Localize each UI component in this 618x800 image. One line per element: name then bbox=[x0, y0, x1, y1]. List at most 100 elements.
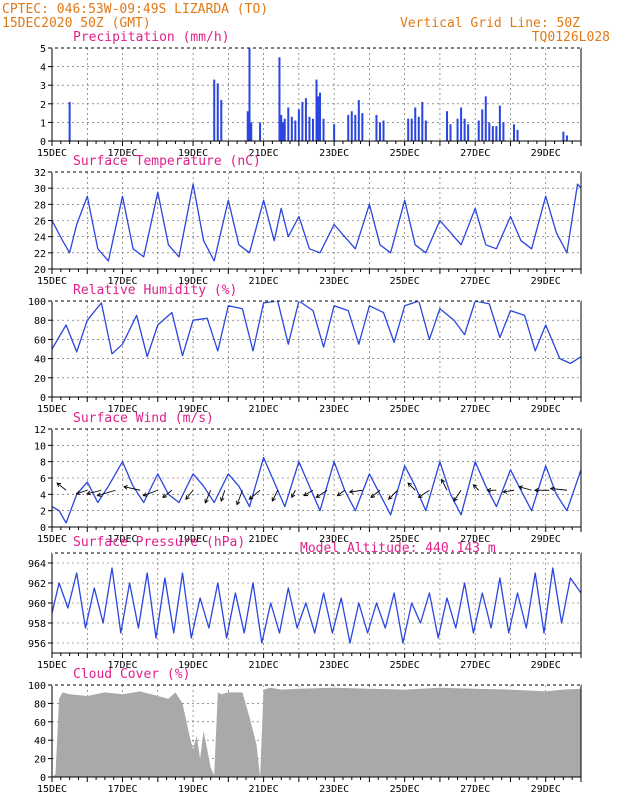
x-tick-label-29dec: 29DEC bbox=[531, 784, 561, 795]
precip-bar bbox=[317, 96, 320, 141]
x-tick-label-27dec: 27DEC bbox=[460, 784, 490, 795]
panel-frame bbox=[51, 171, 582, 270]
y-tick-label: 1 bbox=[40, 118, 46, 129]
panel-5: Cloud Cover (%) 0 20 40 60 80 100 15DEC 17DEC 19D… bbox=[28, 667, 582, 795]
precip-bar bbox=[445, 111, 448, 141]
wind-vector-head bbox=[549, 486, 555, 492]
panel-title: Surface Pressure (hPa) bbox=[73, 535, 245, 550]
y-tick-label: 0 bbox=[40, 523, 46, 534]
x-tick-label-19dec: 19DEC bbox=[178, 660, 208, 671]
y-tick-label: 12 bbox=[34, 425, 46, 436]
y-tick-label: 3 bbox=[40, 81, 46, 92]
precip-bar bbox=[449, 124, 452, 141]
precip-bar bbox=[421, 101, 424, 141]
x-tick-label-27dec: 27DEC bbox=[460, 660, 490, 671]
wind-vector-head bbox=[417, 493, 423, 498]
wind-vector-head bbox=[96, 492, 102, 497]
y-tick-label: 32 bbox=[34, 168, 46, 179]
precip-bar bbox=[495, 126, 498, 141]
wind-vector bbox=[518, 486, 532, 491]
precip-bar bbox=[246, 111, 249, 141]
precip-bar bbox=[311, 118, 314, 141]
y-tick-label: 60 bbox=[34, 718, 46, 729]
wind-vector-head bbox=[185, 495, 190, 500]
precip-bar bbox=[304, 98, 307, 141]
y-tick-label: 28 bbox=[34, 200, 46, 211]
wind-vector bbox=[204, 490, 212, 504]
y-tick-label: 2 bbox=[40, 507, 46, 518]
precip-bar bbox=[481, 109, 484, 141]
precip-bar bbox=[565, 135, 568, 141]
panel-title: Surface Temperature (nC) bbox=[73, 154, 261, 169]
wind-vector bbox=[473, 484, 480, 491]
x-tick-label-25dec: 25DEC bbox=[390, 534, 420, 545]
y-tick-label: 80 bbox=[34, 316, 46, 327]
precip-bar bbox=[68, 101, 71, 141]
wind-vector-head bbox=[486, 487, 492, 493]
wind-vector bbox=[349, 489, 363, 493]
panel-frame bbox=[51, 428, 582, 528]
y-tick-label: 6 bbox=[40, 474, 46, 485]
x-tick-label-15dec: 15DEC bbox=[37, 148, 67, 159]
precip-bar bbox=[414, 107, 417, 141]
wind-vector-head bbox=[407, 482, 413, 488]
x-tick-label-17dec: 17DEC bbox=[107, 660, 137, 671]
wind-vector-head bbox=[370, 493, 375, 499]
x-tick-label-17dec: 17DEC bbox=[107, 276, 137, 287]
panel-4: Surface Pressure (hPa) 956 958 960 962 964 15D… bbox=[28, 535, 582, 671]
precip-bar bbox=[290, 116, 293, 141]
wind-vector-head bbox=[518, 485, 524, 490]
precip-bar bbox=[333, 124, 336, 141]
x-tick-label-29dec: 29DEC bbox=[531, 534, 561, 545]
x-tick-label-29dec: 29DEC bbox=[531, 660, 561, 671]
precip-bar bbox=[361, 113, 364, 141]
precip-bar bbox=[322, 118, 325, 141]
cloud-cover-area bbox=[52, 687, 581, 777]
panel-2: Relative Humidity (%) 0 20 40 60 80 100 15DEC 17… bbox=[28, 283, 582, 415]
wind-vector-head bbox=[123, 485, 128, 490]
wind-vector-head bbox=[291, 493, 296, 499]
y-tick-label: 958 bbox=[28, 619, 46, 630]
y-tick-label: 40 bbox=[34, 355, 46, 366]
header-model-id: TQ0126L028 bbox=[532, 30, 610, 45]
panel-1: Surface Temperature (nC) 20 22 24 26 28 30 32 15… bbox=[34, 154, 582, 287]
wind-vector bbox=[503, 489, 515, 493]
wind-vector bbox=[370, 489, 381, 498]
y-tick-label: 2 bbox=[40, 100, 46, 111]
precip-bar bbox=[354, 114, 357, 141]
wind-vector-head bbox=[387, 495, 393, 500]
precip-bar bbox=[378, 122, 381, 141]
wind-vector bbox=[418, 489, 430, 498]
wind-vector bbox=[441, 479, 448, 491]
wind-vector-head bbox=[236, 500, 241, 506]
wind-vector bbox=[407, 482, 416, 491]
x-tick-label-21dec: 21DEC bbox=[249, 404, 279, 415]
precip-bar bbox=[347, 114, 350, 141]
x-tick-label-25dec: 25DEC bbox=[390, 660, 420, 671]
x-tick-label-17dec: 17DEC bbox=[107, 404, 137, 415]
precip-bar bbox=[407, 118, 410, 141]
y-tick-label: 956 bbox=[28, 639, 46, 650]
y-tick-label: 100 bbox=[28, 681, 46, 692]
precip-bar bbox=[424, 120, 427, 141]
panel-frame bbox=[51, 300, 582, 398]
header-station: CPTEC: 046:53W-09:49S LIZARDA (TO) bbox=[2, 2, 268, 17]
precip-bar bbox=[248, 48, 251, 141]
x-tick-label-23dec: 23DEC bbox=[319, 148, 349, 159]
x-tick-label-15dec: 15DEC bbox=[37, 784, 67, 795]
precip-bar bbox=[283, 118, 286, 141]
precip-bar bbox=[498, 105, 501, 141]
y-tick-label: 80 bbox=[34, 699, 46, 710]
precip-bar bbox=[319, 92, 322, 141]
y-tick-label: 20 bbox=[34, 755, 46, 766]
precip-bar bbox=[280, 114, 283, 141]
panel-0: Precipitation (mm/h) 0 1 2 3 4 5 15DEC 17DEC 19DE… bbox=[37, 30, 582, 159]
panel-title: Relative Humidity (%) bbox=[73, 283, 237, 298]
precip-bar bbox=[287, 107, 290, 141]
header-grid-line: Vertical Grid Line: 50Z bbox=[400, 16, 580, 31]
x-tick-label-29dec: 29DEC bbox=[531, 404, 561, 415]
wind-vector-head bbox=[162, 493, 167, 499]
x-tick-label-21dec: 21DEC bbox=[249, 660, 279, 671]
precip-bar bbox=[259, 122, 262, 141]
